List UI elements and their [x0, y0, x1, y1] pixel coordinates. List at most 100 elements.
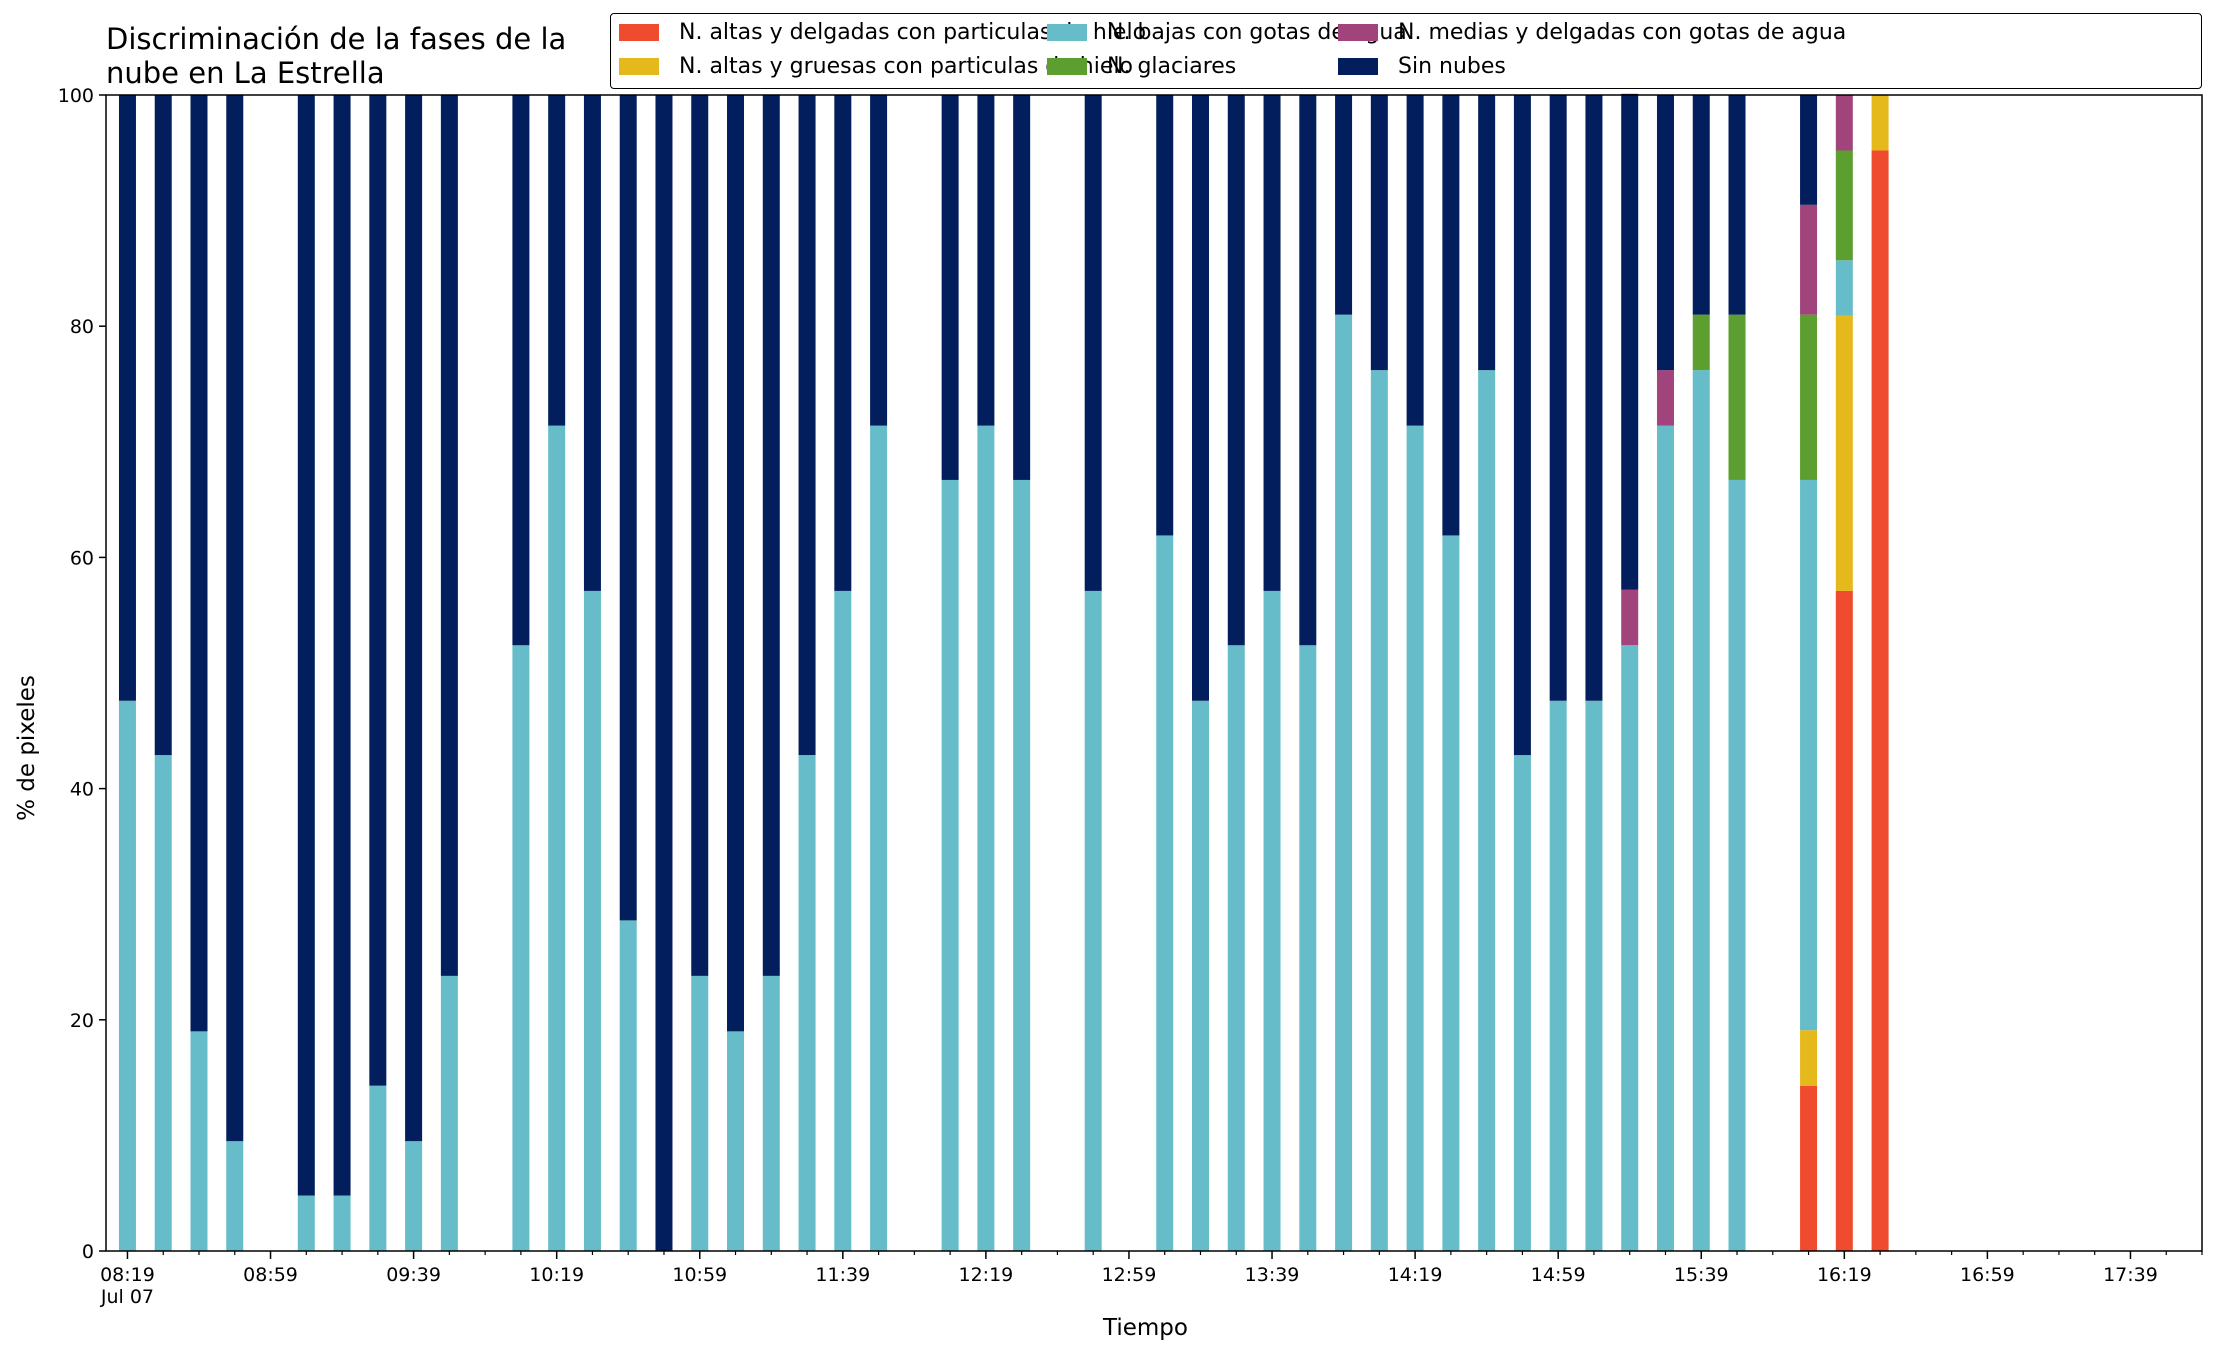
bar-segment-2-10 — [548, 425, 566, 1252]
bar-segment-5-41 — [1800, 95, 1818, 205]
legend-swatch — [1338, 58, 1378, 75]
bar-segment-2-5 — [333, 1195, 351, 1251]
bar-segment-2-4 — [297, 1195, 315, 1251]
bar-segment-2-20 — [941, 479, 959, 1251]
bar-segment-2-28 — [1299, 645, 1317, 1251]
bar-segment-2-7 — [405, 1141, 423, 1251]
bar-segment-3-39 — [1692, 314, 1710, 371]
bar-segment-5-5 — [333, 95, 351, 1196]
legend-item: N. glaciares — [1047, 54, 1236, 79]
bar-segment-2-30 — [1370, 370, 1388, 1251]
bar-segment-2-35 — [1549, 700, 1567, 1251]
legend-swatch — [1047, 58, 1087, 75]
bar-segment-2-36 — [1585, 700, 1603, 1251]
bar-segment-2-2 — [190, 1031, 208, 1251]
bar-segment-2-18 — [834, 590, 852, 1251]
bar-segment-5-29 — [1335, 95, 1353, 315]
chart-title: Discriminación de la fases de la nube en… — [106, 22, 567, 90]
x-tick-label-14: 17:39 — [2103, 1264, 2158, 1286]
bar-segment-5-32 — [1442, 95, 1460, 536]
bar-segment-2-29 — [1335, 314, 1353, 1251]
x-tick-label-8: 13:39 — [1245, 1264, 1300, 1286]
bar-segment-5-10 — [548, 95, 566, 426]
bar-segment-2-39 — [1692, 370, 1710, 1251]
bar-segment-2-25 — [1191, 700, 1209, 1251]
bar-segment-3-42 — [1835, 150, 1853, 261]
x-tick-label-9: 14:19 — [1388, 1264, 1443, 1286]
y-tick-label-5: 100 — [58, 85, 94, 107]
y-tick-label-2: 40 — [70, 779, 94, 801]
bar-segment-2-14 — [691, 975, 709, 1251]
bar-segment-5-4 — [297, 95, 315, 1196]
bar-segment-5-35 — [1549, 95, 1567, 701]
x-tick-label-12: 16:19 — [1817, 1264, 1872, 1286]
bar-segment-1-41 — [1800, 1030, 1818, 1086]
bar-segment-4-37 — [1621, 589, 1639, 646]
bar-segment-1-43 — [1871, 95, 1889, 151]
bar-segment-2-34 — [1513, 755, 1531, 1251]
bar-segment-2-42 — [1835, 260, 1853, 316]
bar-segment-5-11 — [583, 95, 601, 591]
bar-segment-5-24 — [1156, 95, 1174, 536]
bar-segment-2-1 — [154, 755, 172, 1251]
bar-segment-5-22 — [1013, 95, 1031, 480]
bar-segment-2-31 — [1406, 425, 1424, 1252]
bar-segment-5-13 — [655, 95, 673, 1251]
x-tick-label-4: 10:59 — [672, 1264, 727, 1286]
bar-segment-2-37 — [1621, 645, 1639, 1251]
y-tick-label-0: 0 — [82, 1241, 94, 1263]
bar-segment-4-42 — [1835, 95, 1853, 151]
bar-segment-2-41 — [1800, 479, 1818, 1031]
bar-segment-5-3 — [226, 95, 244, 1142]
bar-segment-5-25 — [1191, 95, 1209, 701]
plot-frame — [105, 94, 2203, 1252]
bar-segment-2-6 — [369, 1085, 387, 1251]
bar-segment-5-33 — [1478, 95, 1496, 371]
bar-segment-2-11 — [583, 590, 601, 1251]
bar-segment-5-19 — [870, 95, 888, 426]
bar-segment-5-0 — [118, 95, 136, 701]
chart-legend: N. altas y delgadas con particulas de hi… — [610, 13, 2202, 89]
bar-segment-5-2 — [190, 95, 208, 1032]
bar-segment-2-0 — [118, 700, 136, 1251]
x-tick-label-1: 08:59 — [243, 1264, 298, 1286]
bar-segment-5-6 — [369, 95, 387, 1086]
bar-segment-0-41 — [1800, 1085, 1818, 1251]
bar-segment-5-21 — [977, 95, 995, 426]
legend-item: Sin nubes — [1338, 54, 1506, 79]
x-tick-label-7: 12:59 — [1102, 1264, 1157, 1286]
bar-segment-5-15 — [727, 95, 745, 1032]
bar-segment-2-33 — [1478, 370, 1496, 1251]
bar-segment-2-12 — [619, 920, 637, 1251]
bar-segment-5-1 — [154, 95, 172, 756]
bar-segment-1-42 — [1835, 315, 1853, 591]
bar-segment-5-14 — [691, 95, 709, 976]
bar-segment-3-40 — [1728, 314, 1746, 480]
bar-segment-5-37 — [1621, 93, 1639, 590]
bar-segment-2-23 — [1084, 590, 1102, 1251]
bar-segment-2-17 — [798, 755, 816, 1251]
bar-segment-2-8 — [440, 975, 458, 1251]
bar-segment-4-41 — [1800, 204, 1818, 315]
bar-segment-2-22 — [1013, 479, 1031, 1251]
bar-segment-5-34 — [1513, 95, 1531, 756]
bar-segment-2-24 — [1156, 535, 1174, 1251]
bar-segment-5-27 — [1263, 95, 1281, 591]
bar-segment-5-40 — [1728, 95, 1746, 315]
bar-segment-5-17 — [798, 95, 816, 756]
x-tick-label-6: 12:19 — [959, 1264, 1014, 1286]
legend-item: N. medias y delgadas con gotas de agua — [1338, 20, 1846, 45]
y-tick-label-4: 80 — [70, 316, 94, 338]
y-tick-label-3: 60 — [70, 547, 94, 569]
bar-segment-4-38 — [1656, 370, 1674, 426]
bar-segment-0-42 — [1835, 590, 1853, 1251]
bar-segment-2-15 — [727, 1031, 745, 1251]
bar-segment-5-7 — [405, 95, 423, 1142]
legend-swatch — [619, 24, 659, 41]
bar-segment-2-19 — [870, 425, 888, 1252]
x-tick-label-13: 16:59 — [1960, 1264, 2015, 1286]
bar-segment-2-9 — [512, 645, 530, 1251]
bar-segment-5-20 — [941, 95, 959, 480]
bar-segment-2-16 — [762, 975, 780, 1251]
